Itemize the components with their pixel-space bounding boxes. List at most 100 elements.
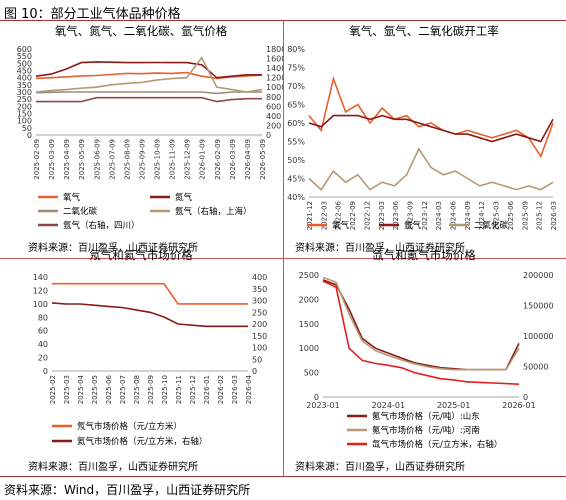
series-line-1 <box>322 276 520 371</box>
y-tick-label: 55% <box>287 138 305 147</box>
y2-tick-label: 300 <box>252 297 267 306</box>
legend-label: 氦气市场价格（元/立方米，右轴） <box>77 436 207 447</box>
series-line-2 <box>308 147 554 191</box>
y-tick-label: 100 <box>33 300 48 309</box>
legend-label: 氙气市场价格（元/立方米，右轴） <box>372 439 502 450</box>
x-tick-label: 2025-08 <box>133 375 141 404</box>
y2-tick-label: 0 <box>252 367 257 376</box>
x-tick-label: 2021-12 <box>306 201 314 230</box>
y2-tick-label: 200 <box>266 121 281 130</box>
y-tick-label: 600 <box>17 45 32 54</box>
y2-tick-label: 1000 <box>266 83 283 92</box>
y-tick-label: 250 <box>17 95 32 104</box>
legend-label: 二氧化碳 <box>474 220 509 231</box>
x-tick-label: 2026-01-09 <box>199 139 207 180</box>
x-tick-label: 2025-03 <box>493 201 501 230</box>
y2-tick-label: 250 <box>252 308 267 317</box>
y2-tick-label: 50000 <box>523 363 548 372</box>
y-tick-label: 65% <box>287 101 305 110</box>
series-line-0 <box>308 75 554 159</box>
y-tick-label: 450 <box>17 67 32 76</box>
y-tick-label: 140 <box>33 273 48 282</box>
x-tick-label: 2025-10-09 <box>154 139 162 180</box>
x-tick-label: 2025-06 <box>105 374 113 404</box>
figure-header: 图 10：部分工业气体品种价格 <box>0 0 566 22</box>
series-line-1 <box>308 114 554 143</box>
y-tick-label: 40% <box>287 193 305 202</box>
chart-panel-prices: 氧气、氮气、二氧化碳、氩气价格 0 50 100 150 200 250 300 350 400 4… <box>0 21 284 259</box>
x-tick-label: 2025-05 <box>91 375 99 404</box>
x-tick-label: 2022-09 <box>349 201 357 230</box>
series-line-0 <box>322 279 520 371</box>
x-tick-label: 2023-06 <box>392 200 400 230</box>
y2-tick-label: 400 <box>252 273 267 282</box>
y2-tick-label: 350 <box>252 285 267 294</box>
y-tick-label: 0 <box>43 367 48 376</box>
x-tick-label: 2023-12 <box>421 201 429 230</box>
y-tick-label: 550 <box>17 52 32 61</box>
chart-svg: 氙气和氪气市场价格 0 500 1000 1500 2000 2500 0 50000 10000… <box>299 248 554 450</box>
x-tick-label: 2025-07 <box>119 375 127 404</box>
x-tick-label: 2024-09 <box>464 201 472 230</box>
chart-title: 氖气和氦气市场价格 <box>89 248 193 262</box>
y-tick-label: 45% <box>287 175 305 184</box>
legend-label: 氩气（右轴，四川） <box>63 220 140 231</box>
figure-title: 图 10：部分工业气体品种价格 <box>4 7 181 22</box>
y-tick-label: 0 <box>27 131 32 140</box>
panel-source: 资料来源：百川盈孚，山西证券研究所 <box>28 462 198 473</box>
series-line-0 <box>52 282 248 305</box>
x-tick-label: 2026-03 <box>550 201 558 230</box>
x-tick-label: 2025-08-09 <box>123 139 131 180</box>
y2-tick-label: 200000 <box>523 271 554 280</box>
x-tick-label: 2025-03 <box>63 375 71 404</box>
panel-source: 资料来源：百川盈孚，山西证券研究所 <box>28 243 198 254</box>
y-tick-label: 400 <box>17 74 32 83</box>
y-tick-label: 70% <box>287 82 305 91</box>
y-tick-label: 300 <box>17 88 32 97</box>
chart-title: 氧气、氮气、二氧化碳、氩气价格 <box>55 24 228 38</box>
y2-tick-label: 100000 <box>523 332 554 341</box>
series-line-1 <box>51 302 248 328</box>
x-tick-label: 2025-07-09 <box>108 139 116 180</box>
y2-tick-label: 800 <box>266 93 281 102</box>
x-tick-label: 2025-01 <box>437 401 470 410</box>
y2-tick-label: 0 <box>266 131 271 140</box>
x-tick-label: 2022-12 <box>363 201 371 230</box>
x-tick-label: 2024-01 <box>372 401 405 410</box>
y-tick-label: 60% <box>287 119 305 128</box>
y-tick-label: 40 <box>38 340 48 349</box>
y-tick-label: 75% <box>287 64 305 73</box>
x-tick-label: 2025-06 <box>507 200 515 230</box>
y-tick-label: 500 <box>304 369 319 378</box>
x-tick-label: 2025-02 <box>49 375 57 404</box>
y-tick-label: 1500 <box>299 320 319 329</box>
x-tick-label: 2025-11-09 <box>169 139 177 180</box>
legend-label: 氧气 <box>63 192 81 203</box>
x-tick-label: 2026-03 <box>231 375 239 404</box>
legend-label: 二氧化碳 <box>63 206 98 217</box>
y-tick-label: 0 <box>314 393 319 402</box>
series-line-2 <box>35 91 262 95</box>
series-line-4 <box>36 96 262 103</box>
x-tick-label: 2025-09 <box>521 201 529 230</box>
x-tick-label: 2026-01 <box>203 375 211 404</box>
x-tick-label: 2025-09-09 <box>138 139 146 180</box>
x-tick-label: 2025-06-09 <box>93 139 101 180</box>
x-tick-label: 2025-03-09 <box>48 139 56 180</box>
y-tick-label: 80% <box>287 45 305 54</box>
chart-svg: 氧气、氮气、二氧化碳、氩气价格0501001502002503003504004… <box>17 24 283 231</box>
legend-label: 氮气 <box>175 192 193 203</box>
y2-tick-label: 150 <box>252 332 267 341</box>
y-tick-label: 150 <box>17 110 32 119</box>
x-tick-label: 2025-12 <box>536 201 544 230</box>
x-tick-label: 2025-09 <box>147 375 155 404</box>
y-tick-label: 100 <box>17 117 32 126</box>
y-tick-label: 80 <box>38 313 48 322</box>
y-tick-label: 120 <box>33 286 48 295</box>
x-tick-label: 2025-12-09 <box>184 139 192 180</box>
x-tick-label: 2024-06 <box>450 200 458 230</box>
y-tick-label: 200 <box>17 102 32 111</box>
y2-tick-label: 600 <box>266 102 281 111</box>
chart-svg: 氧气、氩气、二氧化碳开工率 40% 45% 50% 55% 60% 65% 70% 75% 80%… <box>287 24 558 231</box>
